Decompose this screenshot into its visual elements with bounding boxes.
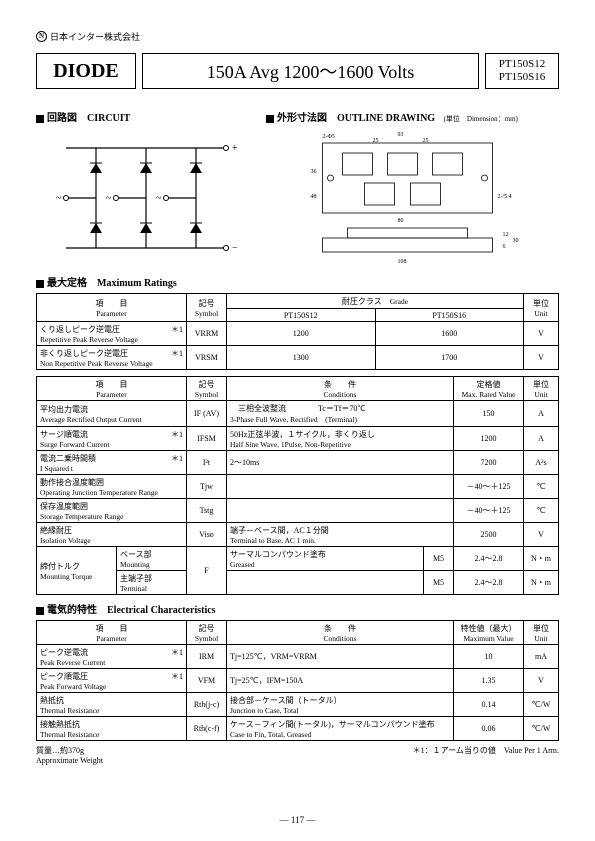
- svg-text:30: 30: [513, 238, 519, 244]
- svg-text:~: ~: [106, 193, 112, 204]
- svg-text:108: 108: [398, 259, 407, 265]
- circuit-diagram: ~ ~ ~ + −: [36, 128, 256, 268]
- svg-text:93: 93: [398, 132, 404, 138]
- outline-drawing: 93 80 25 25 36 48 2-Φ5 2-/5.4 108 12 6 3…: [266, 128, 559, 268]
- elec-table: 項 目Parameter 記号Symbol 条 件Conditions 特性値（…: [36, 620, 559, 741]
- svg-text:~: ~: [156, 193, 162, 204]
- part-1: PT150S12: [499, 58, 545, 71]
- page-number: — 117 —: [0, 815, 595, 825]
- part-2: PT150S16: [499, 71, 545, 84]
- svg-text:−: −: [232, 243, 238, 254]
- maxratings-heading: 最大定格 Maximum Ratings: [36, 274, 559, 289]
- svg-text:25: 25: [373, 138, 379, 144]
- svg-text:6: 6: [503, 244, 506, 250]
- svg-text:25: 25: [423, 138, 429, 144]
- svg-text:12: 12: [503, 232, 509, 238]
- rating-box: 150A Avg 1200～1600 Volts: [142, 53, 479, 89]
- svg-text:2-Φ5: 2-Φ5: [323, 134, 335, 140]
- title-header: DIODE 150A Avg 1200～1600 Volts PT150S12 …: [36, 53, 559, 89]
- outline-heading: 外形寸法図 OUTLINE DRAWING (単位 Dimension：mm): [266, 109, 559, 124]
- svg-text:~: ~: [56, 193, 62, 204]
- elec-heading: 電気的特性 Electrical Characteristics: [36, 601, 559, 616]
- circuit-heading: 回路図 CIRCUIT: [36, 109, 256, 124]
- rated-table: 項 目Parameter 記号Symbol 条 件Conditions 定格値M…: [36, 376, 559, 595]
- svg-text:2-/5.4: 2-/5.4: [498, 194, 512, 200]
- company-logo: N: [36, 31, 47, 42]
- svg-text:48: 48: [311, 194, 317, 200]
- company-name: 日本インター株式会社: [50, 30, 140, 43]
- grade-table: 項 目Parameter 記号Symbol 耐圧クラス Grade 単位Unit…: [36, 293, 559, 370]
- type-box: DIODE: [36, 53, 136, 89]
- svg-text:36: 36: [311, 169, 317, 175]
- svg-text:+: +: [232, 143, 238, 154]
- footer-notes: 質量…約370gApproximate Weight ＊1：１アーム当りの値 V…: [36, 745, 559, 765]
- company-header: N 日本インター株式会社: [36, 30, 559, 43]
- parts-box: PT150S12 PT150S16: [485, 53, 559, 89]
- svg-text:80: 80: [398, 218, 404, 224]
